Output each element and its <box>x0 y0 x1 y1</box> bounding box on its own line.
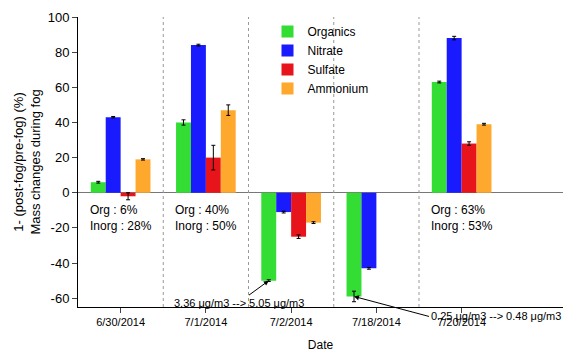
svg-text:Org : 63%Inorg : 53%: Org : 63%Inorg : 53% <box>431 203 493 233</box>
svg-text:Date: Date <box>308 338 334 352</box>
svg-text:20: 20 <box>55 150 69 165</box>
svg-text:-20: -20 <box>51 220 70 235</box>
svg-text:-60: -60 <box>51 291 70 306</box>
svg-text:Nitrate: Nitrate <box>308 44 344 58</box>
svg-text:Organics: Organics <box>308 25 356 39</box>
svg-text:80: 80 <box>55 45 69 60</box>
svg-text:Org : 40%Inorg : 50%: Org : 40%Inorg : 50% <box>175 203 237 233</box>
svg-text:Org : 6%Inorg : 28%: Org : 6%Inorg : 28% <box>90 203 152 233</box>
svg-text:-40: -40 <box>51 256 70 271</box>
svg-text:40: 40 <box>55 115 69 130</box>
svg-text:7/20/2014: 7/20/2014 <box>437 316 486 328</box>
svg-text:7/18/2014: 7/18/2014 <box>352 316 401 328</box>
svg-text:60: 60 <box>55 80 69 95</box>
svg-text:7/1/2014: 7/1/2014 <box>184 316 227 328</box>
svg-text:7/2/2014: 7/2/2014 <box>270 316 313 328</box>
svg-text:Sulfate: Sulfate <box>308 63 346 77</box>
svg-text:Ammonium: Ammonium <box>308 82 369 96</box>
svg-text:100: 100 <box>48 10 70 25</box>
svg-text:0: 0 <box>62 185 69 200</box>
svg-text:6/30/2014: 6/30/2014 <box>96 316 145 328</box>
svg-text:1- (post-fog/pre-fog) (%)Mass: 1- (post-fog/pre-fog) (%)Mass changes du… <box>11 89 43 234</box>
svg-text:0.25 μg/m3 --> 0.48 μg/m3: 0.25 μg/m3 --> 0.48 μg/m3 <box>431 310 561 322</box>
svg-text:3.36 μg/m3 --> 5.05 μg/m3: 3.36 μg/m3 --> 5.05 μg/m3 <box>174 297 304 309</box>
